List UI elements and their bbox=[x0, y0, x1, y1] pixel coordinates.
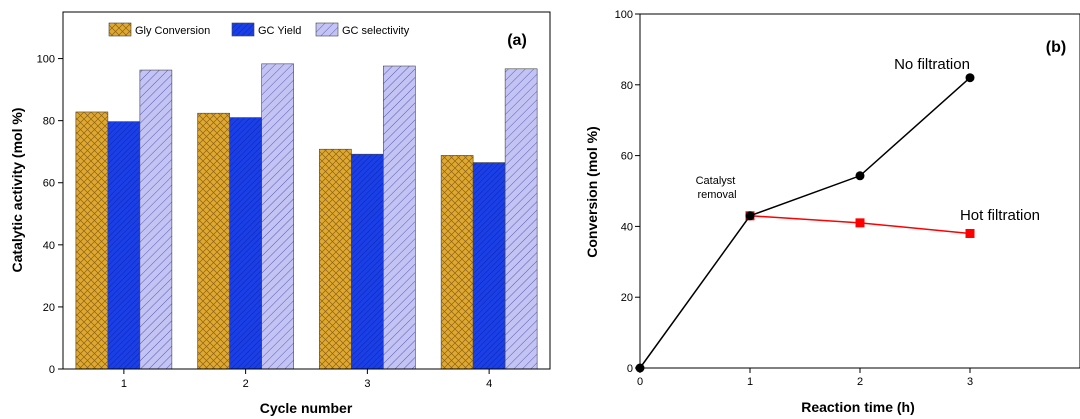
series-label-no-filtration: No filtration bbox=[894, 56, 970, 73]
x-axis-ticks-a: 1 2 3 4 bbox=[121, 369, 492, 390]
point-hot-filtration bbox=[965, 228, 975, 238]
annotation-catalyst-removal: Catalyst removal bbox=[696, 175, 739, 201]
x-axis-ticks-b: 0 1 2 3 bbox=[637, 368, 973, 388]
bar-group bbox=[75, 63, 538, 370]
y-tick-label: 20 bbox=[621, 292, 633, 304]
annotation-line-1: Catalyst bbox=[696, 175, 736, 187]
bar-gc-yield bbox=[472, 162, 506, 370]
plot-frame-a bbox=[62, 11, 551, 370]
line-no-filtration bbox=[639, 77, 971, 369]
y-tick-label: 80 bbox=[43, 116, 55, 128]
point-no-filtration bbox=[635, 363, 645, 373]
legend-label-gc-yield: GC Yield bbox=[258, 25, 301, 37]
y-tick-label: 60 bbox=[43, 178, 55, 190]
y-axis-label-b: Conversion (mol %) bbox=[584, 126, 600, 257]
bar-gly-conversion bbox=[75, 111, 109, 370]
y-tick-label: 100 bbox=[37, 54, 55, 66]
x-axis-label-a: Cycle number bbox=[260, 400, 353, 416]
x-tick-label: 4 bbox=[486, 378, 492, 390]
bar-gc-selectivity bbox=[261, 63, 294, 370]
y-tick-label: 40 bbox=[43, 240, 55, 252]
bar-gc-yield bbox=[107, 121, 141, 370]
x-axis-label-b: Reaction time (h) bbox=[801, 399, 915, 415]
point-no-filtration bbox=[855, 171, 865, 181]
panel-label-b: (b) bbox=[1046, 39, 1066, 56]
bar-gly-conversion bbox=[440, 155, 474, 370]
point-no-filtration bbox=[745, 211, 755, 221]
legend-swatch-gc-yield bbox=[231, 22, 255, 37]
legend-swatch-gly-conversion bbox=[108, 22, 132, 37]
panel-label-a: (a) bbox=[507, 32, 527, 49]
legend-swatch-gc-selectivity bbox=[315, 22, 339, 37]
x-tick-label: 3 bbox=[967, 376, 973, 388]
point-no-filtration bbox=[965, 73, 975, 83]
bar-gly-conversion bbox=[319, 148, 352, 370]
bar-gly-conversion bbox=[197, 112, 230, 370]
bar-gc-selectivity bbox=[139, 69, 173, 370]
x-tick-label: 2 bbox=[857, 376, 863, 388]
line-chart-panel-b: 0 20 40 60 80 100 0 1 2 3 (b) No filtration Hot … bbox=[584, 9, 1080, 415]
x-tick-label: 1 bbox=[121, 378, 127, 390]
x-tick-label: 2 bbox=[243, 378, 249, 390]
bar-gc-yield bbox=[229, 117, 262, 370]
x-tick-label: 0 bbox=[637, 376, 643, 388]
x-tick-label: 3 bbox=[364, 378, 370, 390]
y-tick-label: 80 bbox=[621, 80, 633, 92]
y-tick-label: 20 bbox=[43, 302, 55, 314]
bar-gc-selectivity bbox=[383, 65, 416, 370]
x-tick-label: 1 bbox=[747, 376, 753, 388]
y-tick-label: 0 bbox=[627, 363, 633, 375]
y-tick-label: 40 bbox=[621, 221, 633, 233]
series-label-hot-filtration: Hot filtration bbox=[960, 207, 1040, 224]
legend-label-gly-conversion: Gly Conversion bbox=[135, 25, 210, 37]
line-series bbox=[635, 73, 975, 373]
legend-label-gc-selectivity: GC selectivity bbox=[342, 25, 410, 37]
bar-gc-yield bbox=[351, 153, 384, 370]
legend-a: Gly Conversion GC Yield GC selectivity bbox=[108, 22, 410, 37]
bar-gc-selectivity bbox=[504, 68, 538, 370]
y-tick-label: 60 bbox=[621, 151, 633, 163]
y-axis-label-a: Catalytic activity (mol %) bbox=[9, 108, 25, 273]
y-axis-ticks-b: 0 20 40 60 80 100 bbox=[615, 9, 640, 375]
point-hot-filtration bbox=[855, 218, 865, 228]
y-tick-label: 100 bbox=[615, 9, 633, 21]
y-tick-label: 0 bbox=[49, 364, 55, 376]
y-axis-ticks-a: 0 20 40 60 80 100 bbox=[37, 54, 63, 376]
annotation-line-2: removal bbox=[697, 189, 736, 201]
bar-chart-panel-a: 0 20 40 60 80 100 1 2 3 4 (a) Cycle number Catal… bbox=[9, 11, 551, 416]
